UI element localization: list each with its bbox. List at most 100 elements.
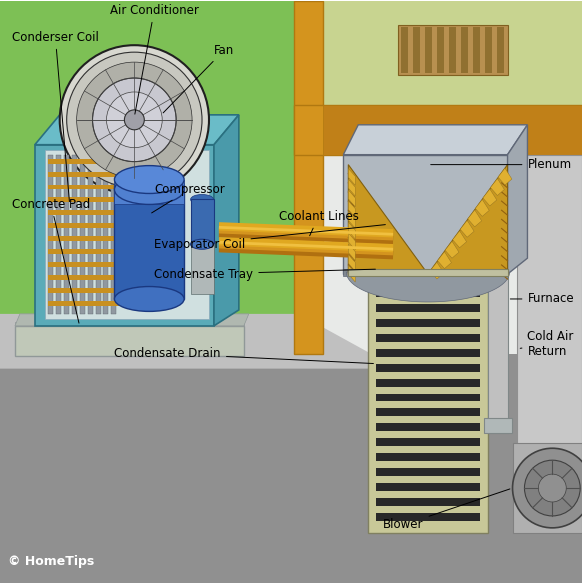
Polygon shape (48, 288, 122, 293)
Polygon shape (498, 168, 512, 185)
Polygon shape (15, 326, 244, 356)
Polygon shape (348, 165, 428, 274)
Text: Blower: Blower (383, 489, 510, 531)
Text: Furnace: Furnace (510, 293, 574, 305)
Polygon shape (483, 189, 497, 206)
Polygon shape (48, 210, 122, 215)
Polygon shape (115, 185, 184, 299)
Polygon shape (294, 1, 324, 354)
Polygon shape (376, 289, 480, 297)
Polygon shape (48, 237, 122, 241)
Polygon shape (48, 185, 122, 189)
Polygon shape (376, 319, 480, 327)
Polygon shape (191, 244, 214, 294)
Polygon shape (484, 418, 511, 433)
Polygon shape (348, 265, 355, 282)
Polygon shape (48, 249, 122, 254)
Polygon shape (48, 301, 122, 306)
Text: Coolant Lines: Coolant Lines (278, 210, 359, 236)
Polygon shape (298, 1, 582, 354)
Text: © HomeTips: © HomeTips (8, 555, 94, 568)
Polygon shape (15, 322, 244, 326)
Ellipse shape (115, 287, 184, 311)
Polygon shape (348, 168, 355, 185)
Polygon shape (512, 443, 582, 533)
Polygon shape (348, 179, 355, 196)
Text: Condensate Drain: Condensate Drain (115, 347, 373, 363)
Text: Condensate Tray: Condensate Tray (154, 267, 376, 280)
Polygon shape (473, 27, 480, 73)
Ellipse shape (191, 239, 214, 249)
Polygon shape (324, 105, 582, 155)
Polygon shape (348, 211, 355, 228)
Polygon shape (15, 314, 249, 326)
Ellipse shape (115, 166, 184, 193)
Polygon shape (368, 274, 488, 533)
Polygon shape (104, 155, 108, 314)
Text: Evaporator Coil: Evaporator Coil (154, 225, 386, 251)
Polygon shape (376, 349, 480, 357)
Polygon shape (428, 165, 508, 274)
Polygon shape (461, 27, 468, 73)
Text: Fan: Fan (163, 44, 234, 113)
Ellipse shape (115, 172, 184, 197)
Polygon shape (484, 27, 491, 73)
Polygon shape (324, 1, 582, 105)
Polygon shape (438, 252, 452, 269)
Polygon shape (112, 155, 116, 314)
Polygon shape (437, 27, 444, 73)
Polygon shape (343, 125, 528, 155)
Polygon shape (48, 155, 53, 314)
Polygon shape (445, 241, 459, 258)
Polygon shape (0, 354, 582, 583)
Polygon shape (468, 210, 481, 227)
Polygon shape (376, 468, 480, 476)
Polygon shape (0, 1, 308, 583)
Polygon shape (453, 231, 467, 248)
Polygon shape (348, 201, 355, 218)
Text: Cold Air
Return: Cold Air Return (520, 330, 574, 358)
Polygon shape (191, 200, 214, 244)
Polygon shape (80, 155, 85, 314)
Polygon shape (48, 197, 122, 203)
Polygon shape (376, 304, 480, 312)
Polygon shape (348, 190, 355, 207)
Polygon shape (346, 272, 510, 302)
Text: Concrete Pad: Concrete Pad (12, 198, 90, 323)
Polygon shape (460, 220, 474, 237)
Polygon shape (348, 255, 355, 272)
Polygon shape (518, 155, 582, 533)
Circle shape (106, 92, 162, 148)
Circle shape (512, 449, 585, 528)
Polygon shape (368, 264, 488, 274)
Polygon shape (425, 27, 432, 73)
Polygon shape (398, 25, 508, 75)
Text: Air Conditioner: Air Conditioner (110, 4, 199, 114)
Polygon shape (376, 408, 480, 416)
Polygon shape (518, 523, 582, 533)
Polygon shape (376, 423, 480, 432)
Polygon shape (0, 314, 398, 369)
Circle shape (538, 474, 566, 502)
Polygon shape (449, 27, 456, 73)
Polygon shape (71, 155, 77, 314)
Polygon shape (64, 155, 68, 314)
Polygon shape (56, 155, 61, 314)
Polygon shape (343, 269, 508, 276)
Polygon shape (48, 159, 122, 164)
Polygon shape (214, 115, 239, 326)
Polygon shape (95, 155, 101, 314)
Circle shape (60, 45, 209, 194)
Polygon shape (376, 334, 480, 342)
Polygon shape (488, 269, 508, 433)
Polygon shape (490, 179, 504, 196)
Polygon shape (401, 27, 408, 73)
Polygon shape (376, 378, 480, 387)
Polygon shape (376, 483, 480, 491)
Polygon shape (343, 155, 508, 274)
Polygon shape (48, 172, 122, 176)
Polygon shape (376, 439, 480, 446)
Text: Conderser Coil: Conderser Coil (12, 31, 99, 201)
Polygon shape (376, 364, 480, 371)
Polygon shape (376, 498, 480, 506)
